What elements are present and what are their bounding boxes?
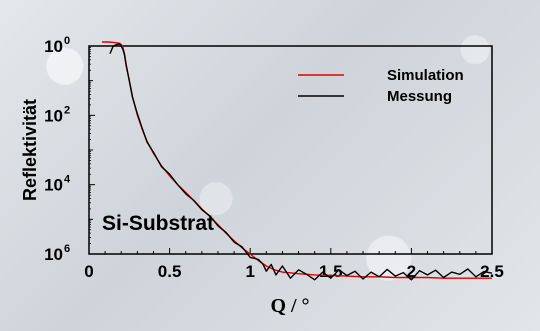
y-tick-label: 10 (44, 106, 63, 125)
ticks (88, 45, 493, 255)
x-axis-title: Q / ° (270, 295, 309, 317)
legend-label-messung: Messung (387, 88, 452, 105)
x-tick-label: 1 (245, 262, 254, 281)
y-tick-exponent: 2 (64, 104, 70, 116)
series-line-messung (109, 43, 493, 281)
x-tick-labels: 0 0.5 1 1.5 2 2.5 (84, 262, 504, 281)
x-tick-label: 2 (407, 262, 416, 281)
x-tick-label: 0 (84, 262, 93, 281)
y-tick-label: 10 (44, 37, 63, 56)
y-axis-title: Reflektivität (20, 99, 40, 201)
x-tick-label: 0.5 (158, 262, 182, 281)
legend: Simulation Messung (298, 67, 464, 105)
y-tick-exponent: 0 (64, 35, 70, 47)
series-lines (101, 41, 493, 281)
y-tick-exponent: 6 (64, 243, 70, 255)
x-tick-label: 2.5 (480, 262, 504, 281)
y-tick-label: 10 (44, 245, 63, 264)
annotation-si-substrat: Si-Substrat (102, 212, 214, 235)
y-tick-exponent: 4 (64, 174, 71, 186)
legend-label-simulation: Simulation (387, 67, 464, 84)
y-tick-label: 10 (44, 176, 63, 195)
